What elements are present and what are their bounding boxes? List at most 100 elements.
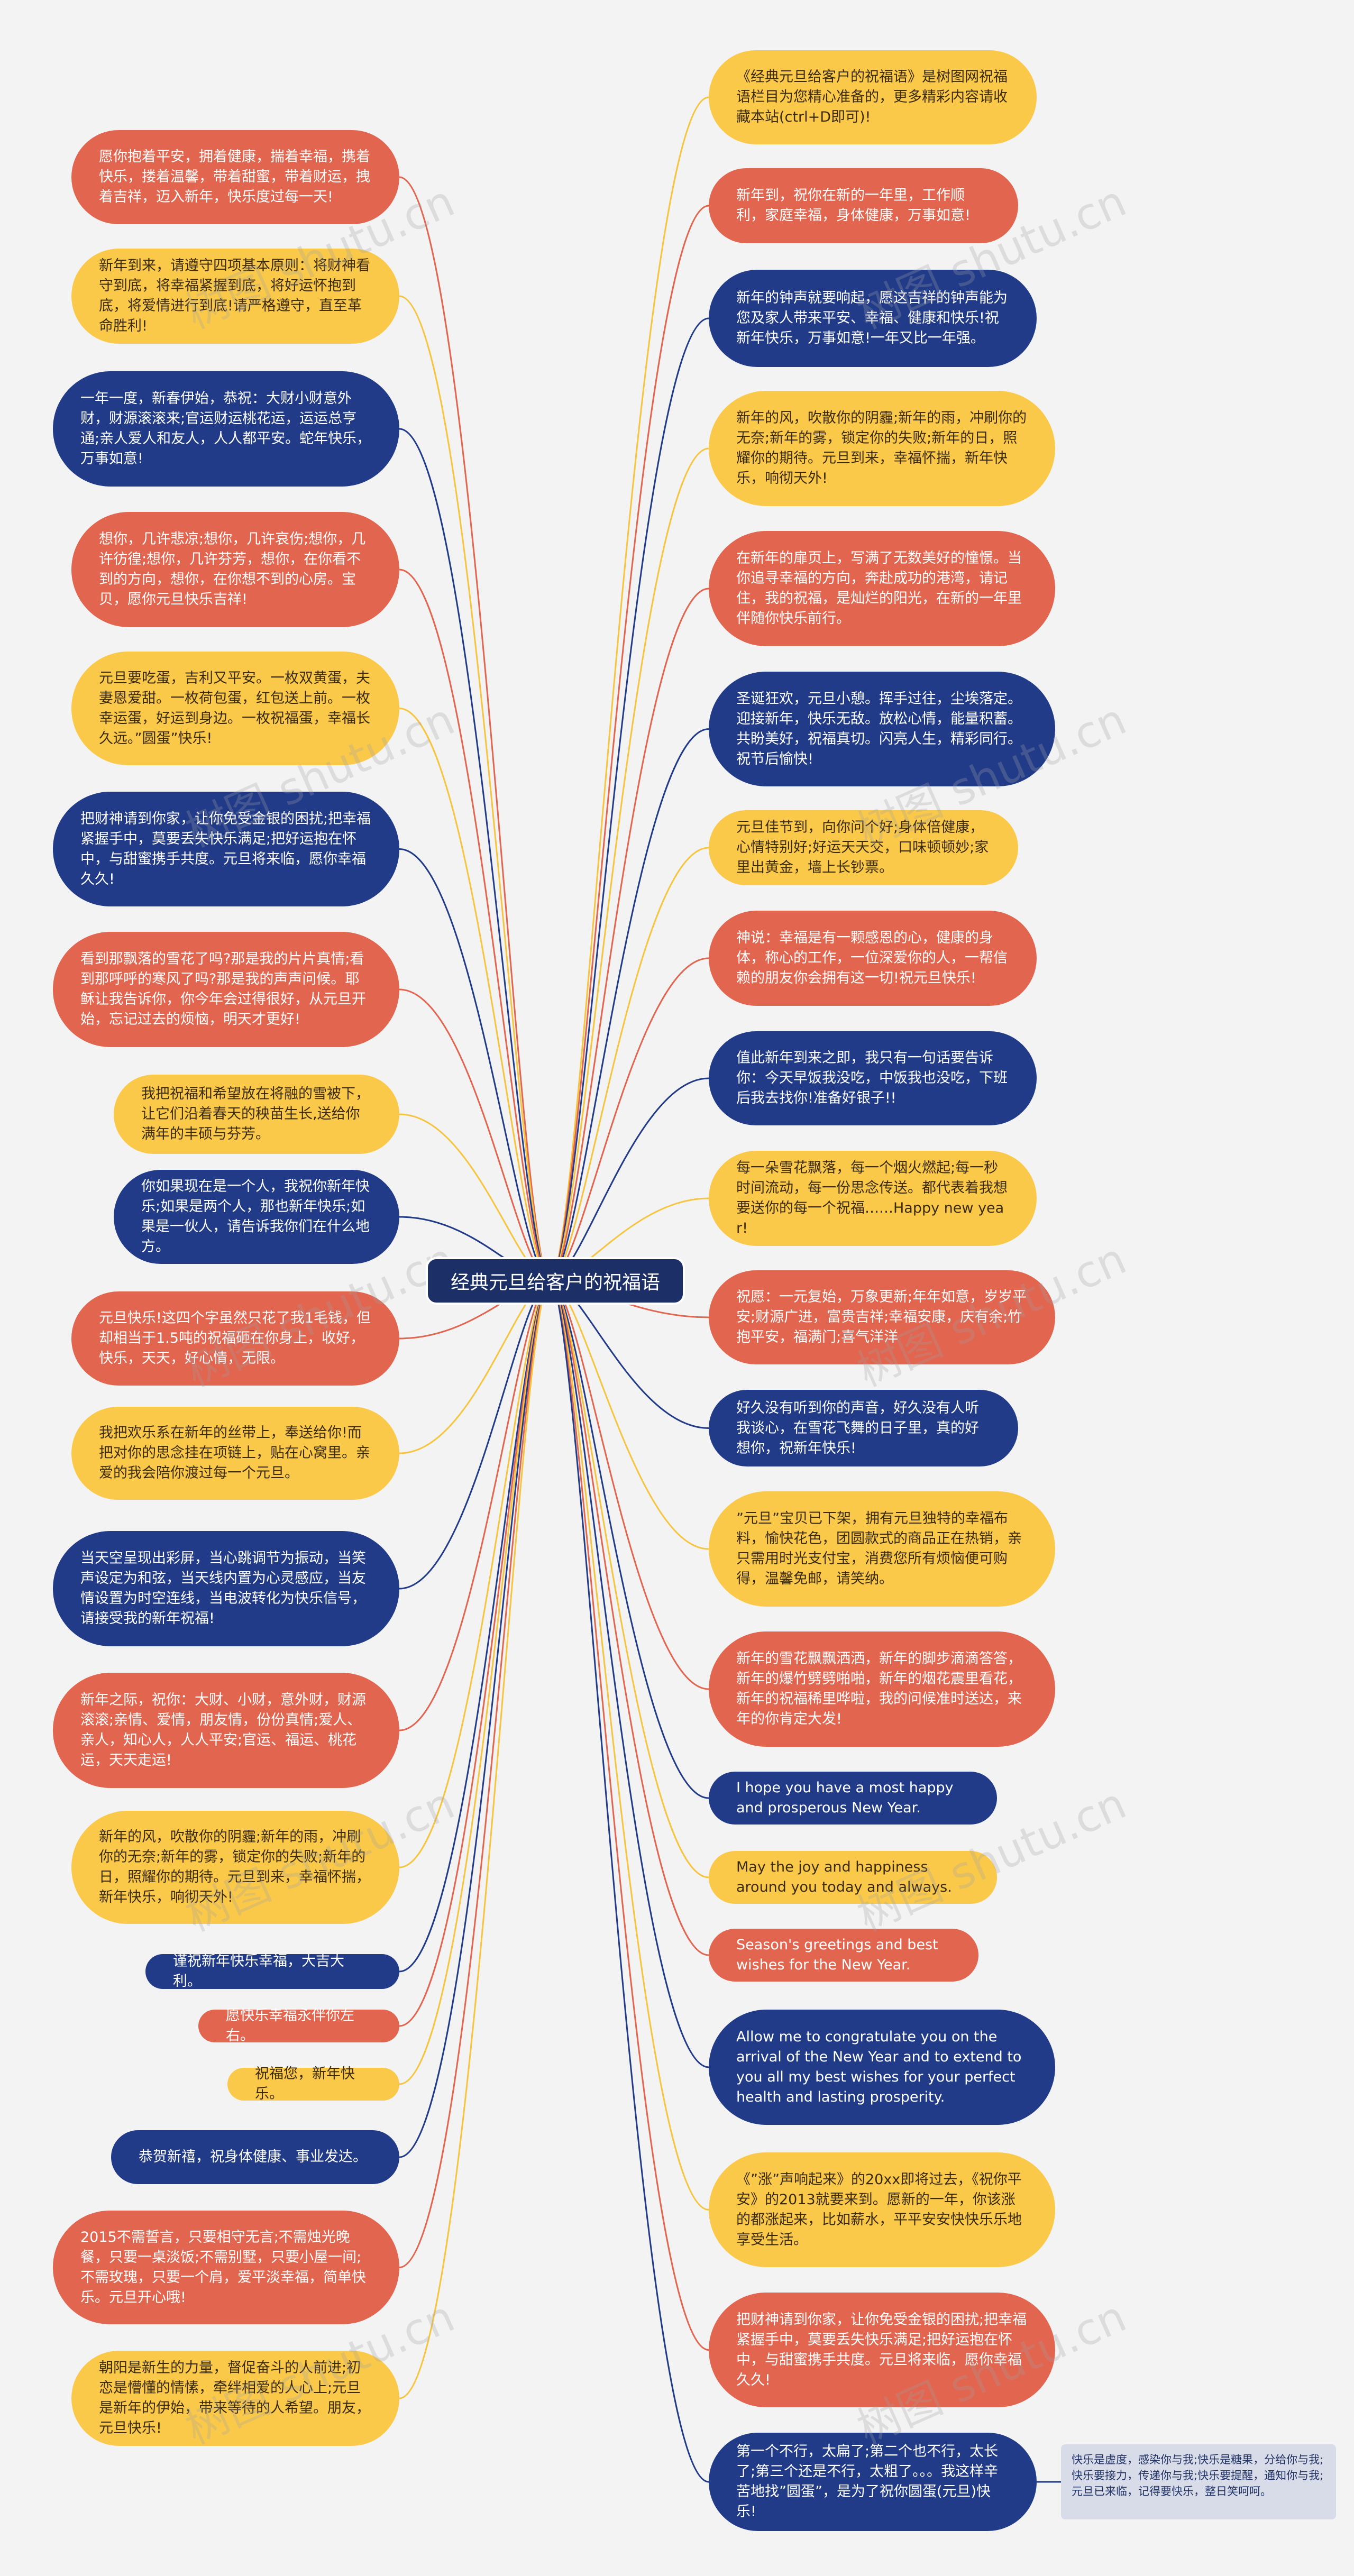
note-box: 快乐是虚度，感染你与我;快乐是糖果，分给你与我;快乐要接力，传递你与我;快乐要提… xyxy=(1061,2444,1336,2519)
topic-text: 《”涨”声响起来》的20xx即将过去，《祝你平安》的2013就要来到。愿新的一年… xyxy=(736,2171,1022,2248)
right-topic-node[interactable]: 圣诞狂欢，元旦小憩。挥手过往，尘埃落定。迎接新年，快乐无敌。放松心情，能量积蓄。… xyxy=(709,672,1055,786)
topic-text: 愿你抱着平安，拥着健康，揣着幸福，携着快乐，搂着温馨，带着甜蜜，带着财运，拽着吉… xyxy=(99,149,370,205)
topic-text: 谨祝新年快乐幸福，大吉大利。 xyxy=(173,1953,344,1990)
topic-text: May the joy and happiness around you tod… xyxy=(736,1859,952,1895)
left-topic-node[interactable]: 当天空呈现出彩屏，当心跳调节为振动，当笑声设定为和弦，当天线内置为心灵感应，当友… xyxy=(53,1531,399,1646)
topic-text: 愿快乐幸福永伴你左右。 xyxy=(226,2007,354,2044)
left-topic-node[interactable]: 朝阳是新生的力量，督促奋斗的人前进;初恋是懵懂的情愫，牵绊相爱的人心上;元旦是新… xyxy=(71,2351,399,2446)
topic-text: 神说：幸福是有一颗感恩的心，健康的身体，称心的工作，一位深爱你的人，一帮信赖的朋… xyxy=(736,930,1008,986)
topic-text: 朝阳是新生的力量，督促奋斗的人前进;初恋是懵懂的情愫，牵绊相爱的人心上;元旦是新… xyxy=(99,2360,370,2436)
right-topic-node[interactable]: 值此新年到来之即，我只有一句话要告诉你：今天早饭我没吃，中饭我也没吃，下班后我去… xyxy=(709,1031,1037,1125)
right-topic-node[interactable]: 在新年的扉页上，写满了无数美好的憧憬。当你追寻幸福的方向，奔赴成功的港湾，请记住… xyxy=(709,531,1055,646)
connector-line xyxy=(399,1280,551,1590)
connector-line xyxy=(550,588,709,1282)
topic-text: 元旦要吃蛋，吉利又平安。一枚双黄蛋，夫妻恩爱甜。一枚荷包蛋，红包送上前。一枚幸运… xyxy=(99,670,370,747)
root-topic-label: 经典元旦给客户的祝福语 xyxy=(450,1272,660,1294)
topic-text: Allow me to congratulate you on the arri… xyxy=(736,2029,1022,2105)
connector-line xyxy=(399,569,551,1282)
topic-text: 一年一度，新春伊始，恭祝：大财小财意外财，财源滚滚来;官运财运桃花运，运运总亨通… xyxy=(80,390,371,467)
topic-text: 新年的雪花飘飘洒洒，新年的脚步滴滴答答，新年的爆竹劈劈啪啪，新年的烟花震里看花，… xyxy=(736,1651,1022,1727)
topic-text: 值此新年到来之即，我只有一句话要告诉你：今天早饭我没吃，中饭我也没吃，下班后我去… xyxy=(736,1050,1008,1106)
topic-text: 想你，几许悲凉;想你，几许哀伤;想你，几许彷徨;想你，几许芬芳，想你，在你看不到… xyxy=(99,531,366,608)
topic-text: 我把欢乐系在新年的丝带上，奉送给你!而把对你的思念挂在项链上，贴在心窝里。亲爱的… xyxy=(99,1425,370,1481)
left-topic-node[interactable]: 想你，几许悲凉;想你，几许哀伤;想你，几许彷徨;想你，几许芬芳，想你，在你看不到… xyxy=(71,512,399,627)
left-topic-node[interactable]: 把财神请到你家，让你免受金银的困扰;把幸福紧握手中，莫要丢失快乐满足;把好运抱在… xyxy=(53,792,399,906)
connector-line xyxy=(399,1280,551,2399)
left-topic-node[interactable]: 看到那飘落的雪花了吗?那是我的片片真情;看到那呼呼的寒风了吗?那是我的声声问候。… xyxy=(53,932,399,1047)
right-topic-node[interactable]: 神说：幸福是有一颗感恩的心，健康的身体，称心的工作，一位深爱你的人，一帮信赖的朋… xyxy=(709,911,1037,1006)
topic-text: 每一朵雪花飘落，每一个烟火燃起;每一秒时间流动，每一份思念传送。都代表着我想要送… xyxy=(736,1160,1008,1236)
left-topic-node[interactable]: 愿快乐幸福永伴你左右。 xyxy=(198,2007,399,2044)
topic-text: 祝福您，新年快乐。 xyxy=(255,2066,355,2102)
left-topic-node[interactable]: 我把祝福和希望放在将融的雪被下，让它们沿着春天的秧苗生长,送给你满年的丰硕与芬芳… xyxy=(114,1075,399,1154)
topic-text: 新年到来，请遵守四项基本原则：将财神看守到底，将幸福紧握到底，将好运怀抱到底，将… xyxy=(99,258,370,334)
right-topic-node[interactable]: 《经典元旦给客户的祝福语》是树图网祝福语栏目为您精心准备的，更多精彩内容请收藏本… xyxy=(709,50,1037,144)
connector-line xyxy=(550,205,709,1282)
connector-line xyxy=(399,988,551,1282)
right-topic-node[interactable]: 新年的雪花飘飘洒洒，新年的脚步滴滴答答，新年的爆竹劈劈啪啪，新年的烟花震里看花，… xyxy=(709,1631,1055,1747)
connector-line xyxy=(399,428,551,1282)
topic-text: 元旦佳节到，向你问个好;身体倍健康，心情特别好;好运天天交，口味顿顿妙;家里出黄… xyxy=(736,819,989,876)
left-topic-node[interactable]: 一年一度，新春伊始，恭祝：大财小财意外财，财源滚滚来;官运财运桃花运，运运总亨通… xyxy=(53,371,399,487)
topic-text: 新年之际，祝你：大财、小财，意外财，财源滚滚;亲情、爱情，朋友情，份份真情;爱人… xyxy=(80,1692,366,1768)
topic-text: 2015不需誓言，只要相守无言;不需烛光晚餐，只要一桌淡饭;不需别墅，只要小屋一… xyxy=(80,2229,366,2306)
right-topic-node[interactable]: 祝愿：一元复始，万象更新;年年如意，岁岁平安;财源广进，富贵吉祥;幸福安康，庆有… xyxy=(709,1270,1055,1364)
connector-line xyxy=(399,1280,551,1731)
left-topic-node[interactable]: 元旦要吃蛋，吉利又平安。一枚双黄蛋，夫妻恩爱甜。一枚荷包蛋，红包送上前。一枚幸运… xyxy=(71,652,399,765)
connector-line xyxy=(550,1280,709,2483)
left-topic-node[interactable]: 新年之际，祝你：大财、小财，意外财，财源滚滚;亲情、爱情，朋友情，份份真情;爱人… xyxy=(53,1673,399,1788)
topic-text: 你如果现在是一个人，我祝你新年快乐;如果是两个人，那也新年快乐;如果是一伙人，请… xyxy=(141,1178,370,1255)
right-topic-node[interactable]: 新年的风，吹散你的阴霾;新年的雨，冲刷你的无奈;新年的雾，锁定你的失败;新年的日… xyxy=(709,391,1055,506)
topic-text: 新年的风，吹散你的阴霾;新年的雨，冲刷你的无奈;新年的雾，锁定你的失败;新年的日… xyxy=(736,410,1027,487)
connector-line xyxy=(399,1280,551,2158)
connector-line xyxy=(399,848,551,1282)
connector-line xyxy=(550,1280,709,1956)
connector-line xyxy=(550,847,709,1282)
topic-text: 在新年的扉页上，写满了无数美好的憧憬。当你追寻幸福的方向，奔赴成功的港湾，请记住… xyxy=(736,550,1022,627)
connector-line xyxy=(550,1280,709,2351)
right-topic-node[interactable]: 把财神请到你家，让你免受金银的困扰;把幸福紧握手中，莫要丢失快乐满足;把好运抱在… xyxy=(709,2293,1055,2407)
right-topic-node[interactable]: ”元旦”宝贝已下架，拥有元旦独特的幸福布料，愉快花色，团圆款式的商品正在热销，亲… xyxy=(709,1491,1055,1607)
topic-text: 祝愿：一元复始，万象更新;年年如意，岁岁平安;财源广进，富贵吉祥;幸福安康，庆有… xyxy=(736,1289,1027,1345)
right-topic-node[interactable]: 《”涨”声响起来》的20xx即将过去，《祝你平安》的2013就要来到。愿新的一年… xyxy=(709,2152,1055,2267)
left-topic-node[interactable]: 元旦快乐!这四个字虽然只花了我1毛钱，但却相当于1.5吨的祝福砸在你身上，收好，… xyxy=(71,1291,399,1386)
root-topic[interactable]: 经典元旦给客户的祝福语 xyxy=(426,1257,685,1305)
topic-text: 当天空呈现出彩屏，当心跳调节为振动，当笑声设定为和弦，当天线内置为心灵感应，当友… xyxy=(80,1550,366,1627)
topic-text: ”元旦”宝贝已下架，拥有元旦独特的幸福布料，愉快花色，团圆款式的商品正在热销，亲… xyxy=(736,1510,1022,1587)
right-topic-node[interactable]: Season's greetings and best wishes for t… xyxy=(709,1929,978,1982)
right-topic-node[interactable]: May the joy and happiness around you tod… xyxy=(709,1851,997,1904)
right-topic-node[interactable]: 新年到，祝你在新的一年里，工作顺利，家庭幸福，身体健康，万事如意! xyxy=(709,168,1018,243)
left-topic-node[interactable]: 新年的风，吹散你的阴霾;新年的雨，冲刷你的无奈;新年的雾，锁定你的失败;新年的日… xyxy=(71,1811,399,1924)
topic-text: I hope you have a most happy and prosper… xyxy=(736,1780,954,1816)
connector-line xyxy=(399,1280,551,2268)
left-topic-node[interactable]: 2015不需誓言，只要相守无言;不需烛光晚餐，只要一桌淡饭;不需别墅，只要小屋一… xyxy=(53,2211,399,2324)
connector-line xyxy=(550,317,709,1282)
left-topic-node[interactable]: 谨祝新年快乐幸福，大吉大利。 xyxy=(145,1953,399,1990)
connector-line xyxy=(550,957,709,1282)
left-topic-node[interactable]: 新年到来，请遵守四项基本原则：将财神看守到底，将幸福紧握到底，将好运怀抱到底，将… xyxy=(71,249,399,344)
right-topic-node[interactable]: 每一朵雪花飘落，每一个烟火燃起;每一秒时间流动，每一份思念传送。都代表着我想要送… xyxy=(709,1151,1037,1246)
connector-line xyxy=(399,1280,551,1868)
left-topic-node[interactable]: 愿你抱着平安，拥着健康，揣着幸福，携着快乐，搂着温馨，带着甜蜜，带着财运，拽着吉… xyxy=(71,130,399,224)
topic-text: 《经典元旦给客户的祝福语》是树图网祝福语栏目为您精心准备的，更多精彩内容请收藏本… xyxy=(736,69,1008,125)
right-topic-node[interactable]: 元旦佳节到，向你问个好;身体倍健康，心情特别好;好运天天交，口味顿顿妙;家里出黄… xyxy=(709,810,1018,885)
topic-text: 第一个不行，太扁了;第二个也不行，太长了;第三个还是不行，太粗了。。。我这样辛苦… xyxy=(736,2443,999,2520)
right-topic-node[interactable]: 第一个不行，太扁了;第二个也不行，太长了;第三个还是不行，太粗了。。。我这样辛苦… xyxy=(709,2433,1037,2531)
topic-text: 元旦快乐!这四个字虽然只花了我1毛钱，但却相当于1.5吨的祝福砸在你身上，收好，… xyxy=(99,1310,371,1367)
right-topic-node[interactable]: 新年的钟声就要响起，愿这吉祥的钟声能为您及家人带来平安、幸福、健康和快乐!祝新年… xyxy=(709,270,1037,367)
connector-line xyxy=(550,96,709,1282)
topic-text: 把财神请到你家，让你免受金银的困扰;把幸福紧握手中，莫要丢失快乐满足;把好运抱在… xyxy=(736,2311,1027,2388)
topic-text: 圣诞狂欢，元旦小憩。挥手过往，尘埃落定。迎接新年，快乐无敌。放松心情，能量积蓄。… xyxy=(736,690,1022,767)
topic-text: 好久没有听到你的声音，好久没有人听我谈心，在雪花飞舞的日子里，真的好想你，祝新年… xyxy=(736,1399,979,1456)
connector-line xyxy=(550,728,709,1282)
right-topic-node[interactable]: I hope you have a most happy and prosper… xyxy=(709,1772,997,1825)
left-topic-node[interactable]: 你如果现在是一个人，我祝你新年快乐;如果是两个人，那也新年快乐;如果是一伙人，请… xyxy=(114,1170,399,1264)
connector-line xyxy=(550,1280,709,2211)
left-topic-node[interactable]: 我把欢乐系在新年的丝带上，奉送给你!而把对你的思念挂在项链上，贴在心窝里。亲爱的… xyxy=(71,1407,399,1500)
left-topic-node[interactable]: 祝福您，新年快乐。 xyxy=(227,2066,399,2102)
left-topic-node[interactable]: 恭贺新禧，祝身体健康、事业发达。 xyxy=(111,2130,399,2184)
right-topic-node[interactable]: Allow me to congratulate you on the arri… xyxy=(709,2010,1055,2125)
topic-text: 看到那飘落的雪花了吗?那是我的片片真情;看到那呼呼的寒风了吗?那是我的声声问候。… xyxy=(80,951,366,1028)
right-topic-node[interactable]: 好久没有听到你的声音，好久没有人听我谈心，在雪花飞舞的日子里，真的好想你，祝新年… xyxy=(709,1390,1018,1466)
